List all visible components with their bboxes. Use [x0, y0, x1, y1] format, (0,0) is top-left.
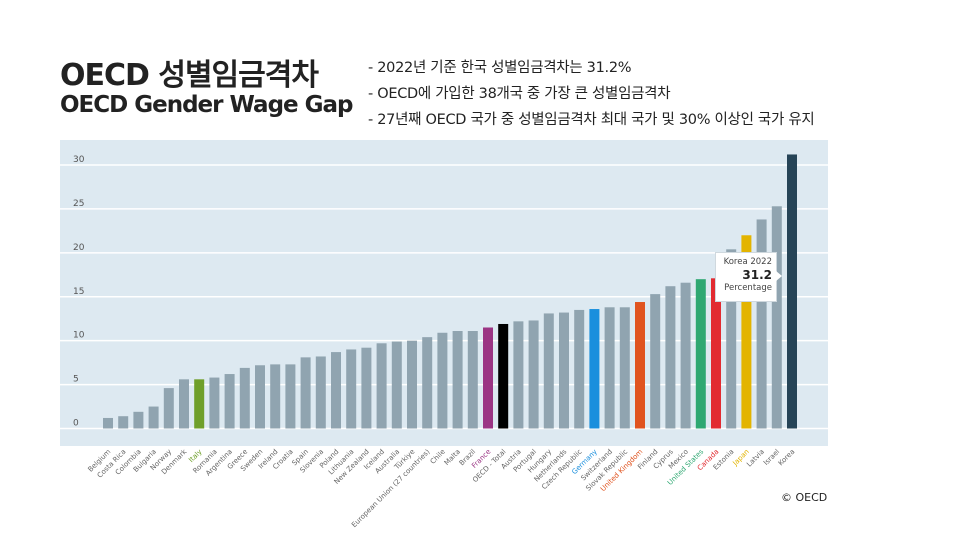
bar: [498, 323, 509, 429]
bar: [483, 327, 493, 429]
bar: [635, 302, 645, 429]
bar: [270, 364, 281, 429]
x-tick-label: Latvia: [745, 448, 766, 469]
bar: [163, 388, 174, 429]
bar: [574, 309, 585, 429]
bar: [771, 206, 782, 429]
bar: [695, 279, 706, 429]
bar: [255, 365, 265, 429]
bar: [711, 278, 721, 429]
bullet-3: - 27년째 OECD 국가 중 성별임금격차 최대 국가 및 30% 이상인 …: [368, 112, 815, 128]
bar: [209, 377, 220, 429]
bar: [133, 411, 144, 429]
bar: [680, 282, 691, 429]
bar: [315, 356, 326, 429]
y-tick-label: 5: [73, 375, 79, 385]
bar: [543, 313, 554, 429]
y-tick-label: 0: [73, 419, 79, 429]
bar: [239, 367, 250, 429]
tooltip-title: Korea 2022: [723, 257, 772, 267]
copyright: © OECD: [781, 491, 828, 504]
bullet-2: - OECD에 가입한 38개국 중 가장 큰 성별임금격차: [368, 86, 671, 102]
bar: [391, 341, 402, 429]
y-tick-label: 10: [73, 331, 85, 341]
y-tick-label: 30: [73, 155, 85, 165]
bar: [741, 235, 752, 429]
bar: [224, 374, 235, 429]
bullet-1: - 2022년 기준 한국 성별임금격차는 31.2%: [368, 60, 632, 76]
bar: [619, 307, 630, 429]
bar: [285, 364, 296, 429]
bar: [148, 406, 159, 429]
bar: [361, 347, 372, 429]
tooltip: Korea 2022 31.2 Percentage: [715, 252, 782, 302]
x-tick-label: Korea: [777, 448, 797, 468]
y-tick-label: 20: [73, 243, 85, 253]
bar: [513, 321, 524, 429]
bar: [452, 331, 463, 429]
bar: [559, 312, 569, 429]
title-english: OECD Gender Wage Gap: [60, 92, 354, 118]
bar: [589, 309, 600, 429]
bar: [179, 379, 189, 429]
bar: [665, 286, 676, 429]
tooltip-unit: Percentage: [724, 283, 772, 293]
bar: [726, 249, 737, 429]
bar: [300, 357, 311, 429]
y-tick-label: 15: [73, 287, 84, 297]
bar: [422, 337, 433, 429]
bar: [650, 294, 661, 429]
bar: [194, 379, 205, 429]
title-korean: OECD 성별임금격차: [60, 58, 319, 93]
bar: [118, 416, 129, 429]
bar: [467, 331, 478, 429]
bar: [787, 154, 797, 429]
bar: [604, 307, 615, 429]
bar: [376, 343, 387, 429]
bar: [756, 219, 767, 429]
bar: [346, 349, 357, 429]
tooltip-value: 31.2: [742, 268, 772, 282]
bar: [437, 332, 448, 429]
bar: [407, 340, 417, 429]
y-tick-label: 25: [73, 199, 84, 209]
bar: [331, 352, 341, 429]
bar: [528, 320, 539, 429]
bar: [103, 417, 113, 429]
